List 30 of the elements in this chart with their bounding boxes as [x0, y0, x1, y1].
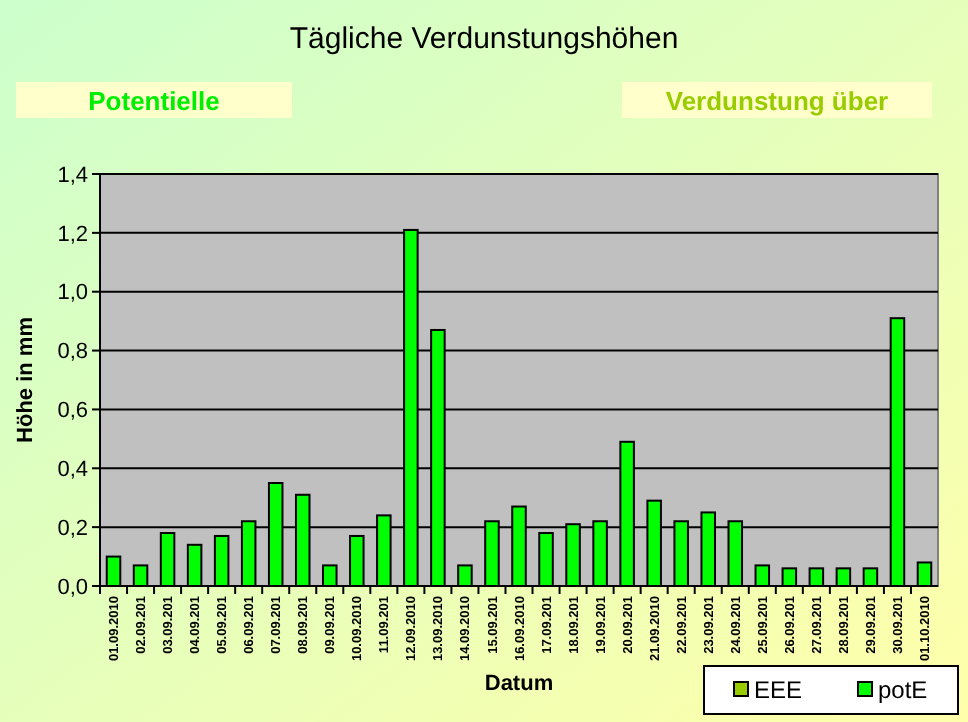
- y-tick-label: 0,8: [57, 340, 88, 365]
- y-tick-label: 0,6: [57, 399, 88, 424]
- chart-title: Tägliche Verdunstungshöhen: [289, 22, 679, 56]
- y-tick-label: 0,2: [57, 516, 88, 541]
- y-tick-label: 1,0: [57, 281, 88, 306]
- text: Verdunstung über: [665, 86, 889, 116]
- bar: [186, 543, 203, 587]
- bar: [538, 532, 554, 587]
- bar: [457, 564, 473, 587]
- bar: [349, 534, 365, 587]
- legend-label: potE: [878, 676, 928, 705]
- bar: [835, 567, 852, 587]
- y-tick-label: 1,4: [57, 163, 88, 188]
- y-tick-label: 0,4: [57, 457, 88, 482]
- bar: [916, 561, 933, 587]
- bar: [808, 567, 825, 587]
- bar: [862, 567, 879, 587]
- y-axis-title: Höhe in mm: [14, 316, 38, 443]
- bar: [159, 532, 176, 587]
- legend-label: EEE: [754, 676, 803, 705]
- bar: [781, 567, 798, 587]
- bar: [105, 555, 122, 587]
- y-tick-label: 0,0: [57, 575, 88, 600]
- text: Potentielle: [88, 86, 220, 116]
- bar: [132, 564, 149, 587]
- x-axis-title: Datum: [484, 672, 554, 696]
- bar: [322, 564, 338, 587]
- y-tick-label: 1,2: [57, 222, 88, 247]
- bar: [754, 564, 771, 587]
- bar: [213, 534, 230, 587]
